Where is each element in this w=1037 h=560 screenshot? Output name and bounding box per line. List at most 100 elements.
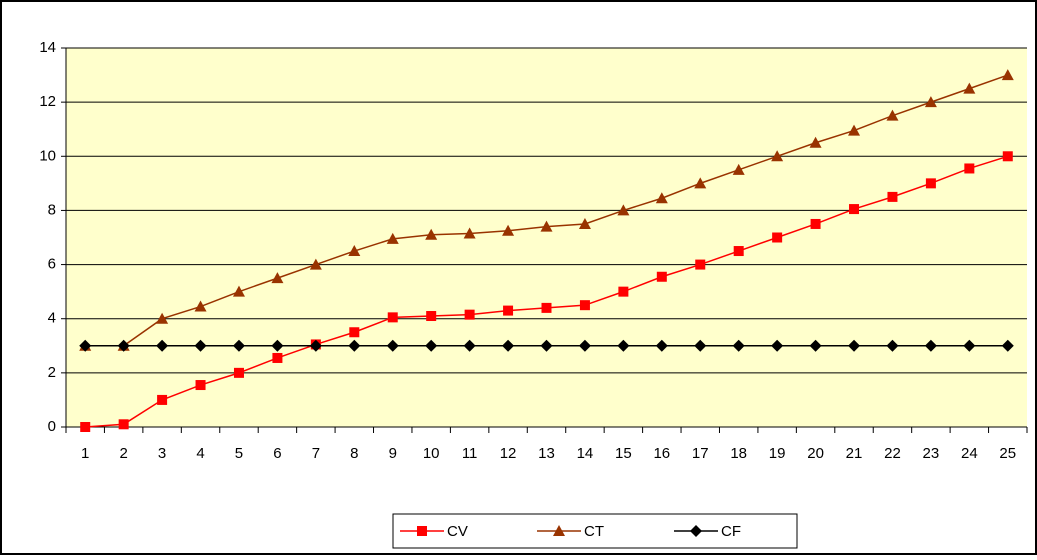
marker <box>886 339 899 352</box>
marker <box>690 525 702 537</box>
y-tick-label: 0 <box>48 418 56 435</box>
marker <box>848 124 861 136</box>
marker <box>540 339 553 352</box>
marker <box>348 245 361 257</box>
x-tick-label: 2 <box>119 445 127 462</box>
marker <box>617 339 630 352</box>
marker <box>156 312 169 324</box>
marker <box>417 526 427 536</box>
marker <box>1001 69 1014 81</box>
marker <box>540 220 553 232</box>
marker <box>464 309 475 320</box>
x-tick-label: 23 <box>923 445 940 462</box>
x-tick-label: 16 <box>653 445 670 462</box>
marker <box>195 380 206 391</box>
marker <box>695 259 706 270</box>
marker <box>426 311 437 322</box>
x-tick-label: 25 <box>999 445 1016 462</box>
marker <box>309 258 322 270</box>
y-tick-label: 8 <box>48 201 56 218</box>
y-tick-label: 12 <box>39 93 56 110</box>
x-tick-label: 6 <box>273 445 281 462</box>
y-tick-label: 2 <box>48 364 56 381</box>
x-tick-label: 14 <box>577 445 594 462</box>
marker <box>579 300 590 311</box>
marker <box>849 204 860 215</box>
marker <box>809 339 822 352</box>
marker <box>732 163 745 175</box>
marker <box>157 394 168 405</box>
marker <box>925 178 936 189</box>
marker <box>771 150 784 162</box>
marker <box>232 339 245 352</box>
marker <box>886 109 899 121</box>
y-tick-label: 6 <box>48 256 56 273</box>
marker <box>732 339 745 352</box>
x-tick-label: 19 <box>769 445 786 462</box>
marker <box>80 422 91 432</box>
marker <box>963 339 976 352</box>
marker <box>503 305 514 316</box>
marker <box>463 227 476 239</box>
marker <box>272 352 283 363</box>
x-tick-label: 10 <box>423 445 440 462</box>
x-tick-label: 9 <box>389 445 397 462</box>
marker <box>309 339 322 352</box>
marker <box>848 339 861 352</box>
x-tick-label: 12 <box>500 445 517 462</box>
legend-box <box>392 513 798 549</box>
marker <box>502 224 515 236</box>
marker <box>387 312 398 323</box>
marker <box>963 82 976 94</box>
y-tick-label: 14 <box>39 39 56 56</box>
legend-label: CV <box>447 523 468 540</box>
marker <box>425 228 438 240</box>
x-tick-label: 22 <box>884 445 901 462</box>
y-tick-label: 4 <box>48 310 56 327</box>
marker <box>617 204 630 216</box>
x-tick-label: 15 <box>615 445 632 462</box>
x-tick-label: 20 <box>807 445 824 462</box>
marker <box>386 232 399 244</box>
marker <box>887 191 898 202</box>
marker <box>541 302 552 313</box>
marker <box>348 339 361 352</box>
marker <box>156 339 169 352</box>
x-tick-label: 3 <box>158 445 166 462</box>
marker <box>463 339 476 352</box>
x-tick-label: 24 <box>961 445 978 462</box>
x-tick-label: 5 <box>235 445 243 462</box>
marker <box>233 367 244 378</box>
marker <box>656 271 667 282</box>
marker <box>578 217 591 229</box>
marker <box>349 327 360 338</box>
x-tick-label: 1 <box>81 445 89 462</box>
marker <box>271 339 284 352</box>
marker <box>772 232 783 243</box>
marker <box>810 218 821 229</box>
marker <box>694 339 707 352</box>
marker <box>425 339 438 352</box>
marker <box>733 246 744 257</box>
x-tick-label: 11 <box>462 445 478 462</box>
marker <box>655 339 668 352</box>
marker <box>553 525 565 536</box>
x-tick-label: 17 <box>692 445 709 462</box>
marker <box>502 339 515 352</box>
legend-label: CF <box>721 523 741 540</box>
marker <box>232 285 245 297</box>
marker <box>118 419 129 430</box>
x-tick-label: 7 <box>312 445 320 462</box>
marker <box>117 339 130 352</box>
marker <box>1001 339 1014 352</box>
plot-area <box>66 48 1027 427</box>
marker <box>924 339 937 352</box>
marker <box>194 300 207 312</box>
marker <box>578 339 591 352</box>
marker <box>194 339 207 352</box>
legend-label: CT <box>584 523 604 540</box>
x-tick-label: 4 <box>196 445 204 462</box>
x-tick-label: 18 <box>730 445 747 462</box>
marker <box>655 192 668 204</box>
